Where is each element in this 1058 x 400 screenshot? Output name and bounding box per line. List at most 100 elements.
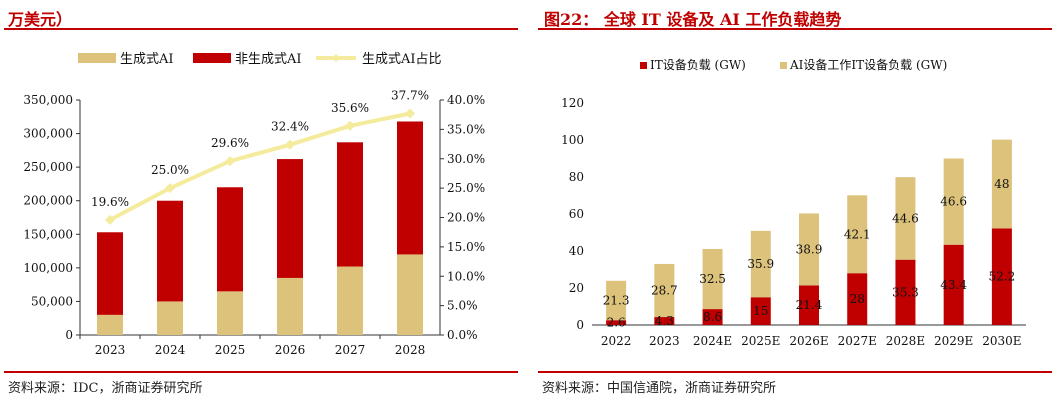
legend-label: 非生成式AI <box>235 52 302 67</box>
x-tick-label: 2029E <box>934 334 973 348</box>
y-tick-label: 350,000 <box>23 93 73 107</box>
bar-it-load <box>702 309 723 325</box>
right-chart-panel: 图22： 全球 IT 设备及 AI 工作负载趋势 IT设备负载 (GW) AI设备… <box>534 0 1058 400</box>
share-data-label: 25.0% <box>151 163 189 177</box>
share-point <box>165 183 175 194</box>
bar-it-load <box>654 317 675 325</box>
x-tick-label: 2028E <box>886 334 925 348</box>
bar-it-load <box>847 273 868 325</box>
bar-non-generative-ai <box>397 121 423 255</box>
ai-load-data-label: 42.1 <box>844 227 871 241</box>
bar-non-generative-ai <box>337 142 363 267</box>
bar-generative-ai <box>157 301 183 335</box>
bar-generative-ai <box>397 254 423 335</box>
share-point <box>105 214 115 225</box>
share-data-label: 37.7% <box>391 89 429 103</box>
ai-load-data-label: 44.6 <box>892 211 919 225</box>
left-source-note: 资料来源：IDC，浙商证券研究所 <box>8 381 203 396</box>
right-chart: IT设备负载 (GW) AI设备工作IT设备负载 (GW) 0 20 40 60 80 100… <box>561 58 1026 348</box>
y2-tick-label: 25.0% <box>447 181 485 195</box>
bar-generative-ai <box>97 314 123 335</box>
x-tick-label: 2027E <box>838 334 877 348</box>
x-tick-label: 2030E <box>982 334 1021 348</box>
share-point <box>405 108 415 119</box>
share-point <box>225 156 235 167</box>
bar-ai-load <box>847 195 868 274</box>
y-tick-label: 40 <box>569 244 584 258</box>
y-tick-label: 20 <box>569 281 584 295</box>
it-load-data-label: 52.2 <box>989 270 1016 284</box>
y2-tick-label: 15.0% <box>447 240 485 254</box>
legend-swatch <box>640 62 647 69</box>
share-data-label: 19.6% <box>91 195 129 209</box>
left-header-rule <box>4 28 518 30</box>
ai-load-data-label: 32.5 <box>699 272 726 286</box>
bar-non-generative-ai <box>97 232 123 315</box>
share-data-label: 32.4% <box>271 120 309 134</box>
it-load-data-label: 43.4 <box>940 278 967 292</box>
bar-ai-load <box>799 213 819 286</box>
legend-label: 生成式AI <box>120 52 174 67</box>
y2-tick-label: 0.0% <box>447 328 478 342</box>
y-tick-label: 100 <box>561 133 584 147</box>
x-tick-label: 2024 <box>155 343 186 357</box>
x-tick-label: 2028 <box>395 343 426 357</box>
x-tick-label: 2026 <box>275 343 306 357</box>
bar-generative-ai <box>217 291 243 335</box>
y2-tick-label: 5.0% <box>447 299 478 313</box>
x-tick-label: 2027 <box>335 343 366 357</box>
y2-tick-label: 30.0% <box>447 152 485 166</box>
ai-load-data-label: 48 <box>994 177 1009 191</box>
y-tick-label: 0 <box>576 318 584 332</box>
bar-non-generative-ai <box>277 159 303 278</box>
y-tick-label: 50,000 <box>31 294 73 308</box>
legend-marker <box>332 54 340 62</box>
y-tick-label: 100,000 <box>23 261 73 275</box>
it-load-data-label: 35.3 <box>892 285 919 299</box>
share-data-label: 35.6% <box>331 101 369 115</box>
it-load-data-label: 2.6 <box>607 316 626 330</box>
left-footer-rule <box>4 371 518 373</box>
ai-load-data-label: 38.9 <box>796 242 823 256</box>
y-tick-label: 250,000 <box>23 160 73 174</box>
it-load-data-label: 15 <box>753 304 768 318</box>
x-tick-label: 2026E <box>789 334 828 348</box>
bar-ai-load <box>654 263 675 318</box>
y-tick-label: 80 <box>569 170 584 184</box>
bar-it-load <box>943 244 964 325</box>
it-load-data-label: 21.4 <box>796 298 823 312</box>
ai-load-data-label: 35.9 <box>747 257 774 271</box>
left-chart-panel: 万美元） 生成式AI 非生成式AI 生成式AI占比 0 50,000 100,000 150… <box>0 0 524 400</box>
bar-it-load <box>991 228 1012 325</box>
ai-load-data-label: 46.6 <box>940 195 967 209</box>
x-tick-label: 2025E <box>741 334 780 348</box>
legend-label: AI设备工作IT设备负载 (GW) <box>789 58 947 72</box>
bar-it-load <box>895 259 916 325</box>
left-chart: 生成式AI 非生成式AI 生成式AI占比 0 50,000 100,000 150,000 2… <box>23 52 485 357</box>
it-load-data-label: 4.3 <box>655 314 674 328</box>
it-load-data-label: 28 <box>850 292 865 306</box>
bar-it-load <box>606 320 627 325</box>
right-footer-rule <box>538 371 1052 373</box>
x-tick-label: 2023 <box>649 334 680 348</box>
legend-swatch <box>780 62 787 69</box>
right-header-rule <box>538 28 1052 30</box>
share-point <box>345 120 355 131</box>
x-tick-label: 2025 <box>215 343 246 357</box>
y-tick-label: 300,000 <box>23 127 73 141</box>
x-tick-label: 2024E <box>693 334 732 348</box>
share-line <box>109 111 411 222</box>
bar-ai-load <box>702 248 723 310</box>
x-tick-label: 2023 <box>95 343 126 357</box>
y2-tick-label: 35.0% <box>447 122 485 136</box>
bar-it-load <box>750 297 771 325</box>
left-chart-header: 万美元） <box>8 10 73 29</box>
y-tick-label: 0 <box>65 328 73 342</box>
bar-ai-load <box>750 230 771 298</box>
it-load-data-label: 8.6 <box>703 310 722 324</box>
bar-generative-ai <box>337 266 363 335</box>
legend-swatch <box>78 53 116 63</box>
bar-non-generative-ai <box>217 187 243 292</box>
legend-label: 生成式AI占比 <box>362 52 442 67</box>
y-tick-label: 200,000 <box>23 194 73 208</box>
